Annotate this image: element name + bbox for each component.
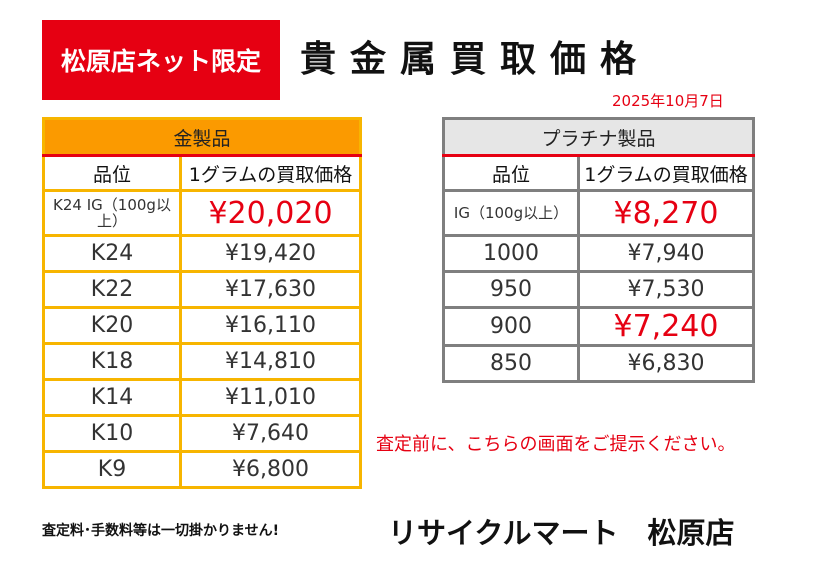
price-cell: ¥17,630	[179, 270, 362, 309]
grade-cell: 850	[442, 344, 580, 383]
price-column-header: 1グラムの買取価格	[577, 154, 755, 192]
price-cell: ¥7,940	[577, 234, 755, 273]
grade-cell: 1000	[442, 234, 580, 273]
grade-cell: K9	[42, 450, 182, 489]
price-row: 850 ¥6,830	[442, 344, 755, 383]
price-row: K9 ¥6,800	[42, 450, 362, 489]
platinum-price-table: プラチナ製品 品位 1グラムの買取価格 IG（100g以上） ¥8,270 1000 ¥…	[442, 117, 755, 383]
grade-cell: 900	[442, 306, 580, 347]
price-cell: ¥19,420	[179, 234, 362, 273]
price-row: 1000 ¥7,940	[442, 234, 755, 273]
gold-table-header: 金製品	[42, 117, 362, 157]
grade-cell: K24	[42, 234, 182, 273]
present-screen-notice: 査定前に、こちらの画面をご提示ください。	[376, 434, 736, 455]
grade-cell: K22	[42, 270, 182, 309]
net-limited-banner: 松原店ネット限定	[42, 20, 280, 100]
grade-cell: K24 IG（100g以上）	[42, 189, 182, 237]
price-cell: ¥20,020	[179, 189, 362, 237]
price-row: IG（100g以上） ¥8,270	[442, 189, 755, 237]
price-cell: ¥7,240	[577, 306, 755, 347]
grade-cell: K20	[42, 306, 182, 345]
price-date: 2025年10月7日	[612, 92, 724, 110]
grade-column-header: 品位	[42, 154, 182, 192]
platinum-table-header: プラチナ製品	[442, 117, 755, 157]
price-row: K10 ¥7,640	[42, 414, 362, 453]
price-cell: ¥6,800	[179, 450, 362, 489]
price-cell: ¥14,810	[179, 342, 362, 381]
grade-cell: IG（100g以上）	[442, 189, 580, 237]
grade-cell: K10	[42, 414, 182, 453]
price-row: K24 ¥19,420	[42, 234, 362, 273]
grade-cell: K14	[42, 378, 182, 417]
price-cell: ¥8,270	[577, 189, 755, 237]
gold-price-table: 金製品 品位 1グラムの買取価格 K24 IG（100g以上） ¥20,020 K24…	[42, 117, 362, 489]
price-row: 900 ¥7,240	[442, 306, 755, 347]
price-row: K22 ¥17,630	[42, 270, 362, 309]
price-cell: ¥16,110	[179, 306, 362, 345]
store-name: リサイクルマート 松原店	[388, 516, 735, 550]
price-row: K24 IG（100g以上） ¥20,020	[42, 189, 362, 237]
grade-column-header: 品位	[442, 154, 580, 192]
price-cell: ¥7,530	[577, 270, 755, 309]
price-column-header: 1グラムの買取価格	[179, 154, 362, 192]
price-row: K18 ¥14,810	[42, 342, 362, 381]
price-row: K14 ¥11,010	[42, 378, 362, 417]
page-title: 貴金属買取価格	[300, 39, 651, 80]
price-cell: ¥7,640	[179, 414, 362, 453]
price-row: K20 ¥16,110	[42, 306, 362, 345]
no-fee-note: 査定料･手数料等は一切掛かりません!	[42, 523, 279, 539]
grade-cell: K18	[42, 342, 182, 381]
grade-cell: 950	[442, 270, 580, 309]
price-cell: ¥6,830	[577, 344, 755, 383]
price-row: 950 ¥7,530	[442, 270, 755, 309]
price-cell: ¥11,010	[179, 378, 362, 417]
